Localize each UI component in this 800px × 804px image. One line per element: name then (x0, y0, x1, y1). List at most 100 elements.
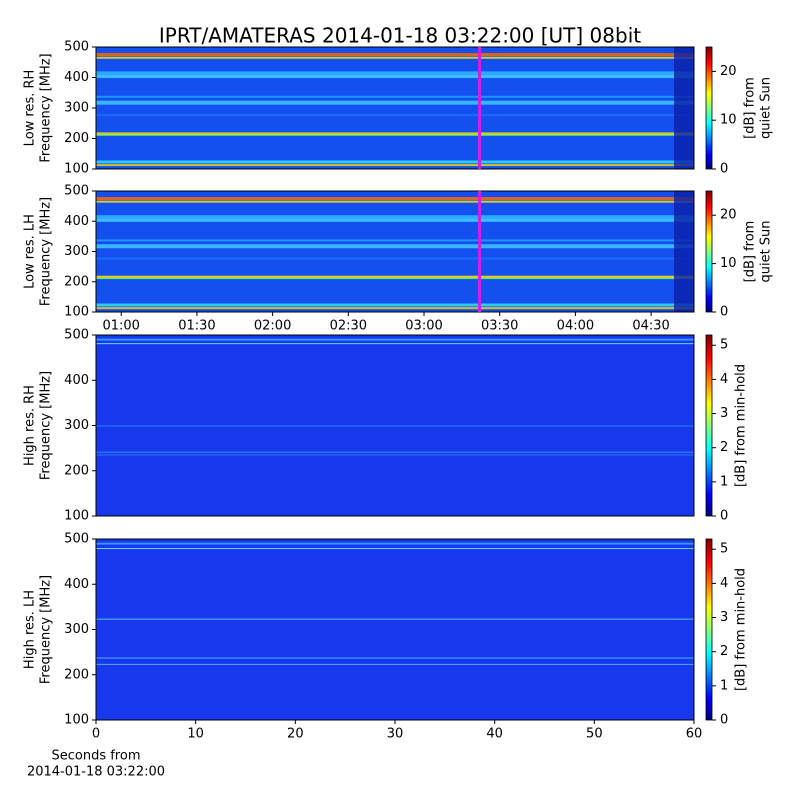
y-tick-label: 400 (64, 70, 89, 85)
colorbar (705, 46, 713, 170)
x-tick-label: 02:30 (330, 319, 367, 334)
y-axis-label: Frequency [MHz] (39, 575, 54, 684)
colorbar-tick-label: 0 (720, 305, 728, 320)
spectrogram-background (96, 539, 694, 720)
y-tick-label: 100 (64, 162, 89, 177)
y-tick-label: 400 (64, 577, 89, 592)
spectrogram-band (96, 218, 694, 222)
spectrogram-band (96, 542, 694, 545)
spectrogram-background (96, 47, 694, 169)
colorbar-tick-label: 0 (720, 509, 728, 524)
y-tick-label: 200 (64, 667, 89, 682)
x-tick-label: 04:00 (557, 319, 594, 334)
spectrogram-band (96, 134, 694, 136)
spectrogram-band (96, 275, 694, 279)
y-tick-label: 400 (64, 214, 89, 229)
y-axis-label: Low res. RH (23, 70, 38, 147)
spectrogram-band (96, 454, 694, 456)
x-tick-label: 03:30 (481, 319, 518, 334)
y-tick-label: 500 (64, 532, 89, 547)
colorbar (705, 334, 713, 517)
colorbar-tick-label: 10 (720, 256, 737, 271)
x-tick-label: 01:30 (178, 319, 215, 334)
y-tick-label: 200 (64, 131, 89, 146)
y-axis-label: High res. RH (23, 385, 38, 466)
colorbar-tick-label: 10 (720, 113, 737, 128)
spectrogram-band (96, 307, 694, 310)
y-tick-label: 200 (64, 274, 89, 289)
colorbar-label: [dB] from min-hold (734, 568, 749, 691)
spectrogram-band (96, 343, 694, 345)
y-axis-label: Frequency [MHz] (39, 197, 54, 306)
y-tick-label: 300 (64, 101, 89, 116)
colorbar-tick-label: 5 (720, 338, 728, 353)
spectrogram-band (96, 618, 694, 620)
colorbar (705, 190, 713, 313)
colorbar-tick-label: 4 (720, 576, 728, 591)
spectrogram-band (96, 164, 694, 167)
y-axis-label: Frequency [MHz] (39, 371, 54, 480)
spectrogram-band (96, 95, 694, 98)
colorbar-tick-label: 1 (720, 474, 728, 489)
x-tick-label: 20 (287, 727, 304, 742)
spectrogram-band (96, 53, 694, 57)
colorbar-label: [dB] from (743, 221, 758, 283)
spectrogram-background (96, 191, 694, 312)
colorbar-label: [dB] from (743, 77, 758, 139)
colorbar-tick-label: 5 (720, 542, 728, 557)
x-tick-label: 40 (486, 727, 503, 742)
figure-title: IPRT/AMATERAS 2014-01-18 03:22:00 [UT] 0… (159, 24, 641, 48)
x-tick-label: 10 (187, 727, 204, 742)
colorbar-tick-label: 0 (720, 162, 728, 177)
colorbar-tick-label: 2 (720, 440, 728, 455)
spectrogram-band (96, 278, 694, 280)
spectrogram-band (96, 75, 694, 79)
colorbar-label: quiet Sun (759, 77, 774, 139)
y-tick-label: 100 (64, 713, 89, 728)
spectrogram-edge (674, 47, 694, 169)
y-tick-label: 500 (64, 184, 89, 199)
y-axis-label: Frequency [MHz] (39, 53, 54, 162)
colorbar-tick-label: 0 (720, 713, 728, 728)
x-axis-label: Seconds from (51, 749, 140, 764)
y-axis-label: High res. LH (23, 590, 38, 669)
spectrogram-edge (674, 191, 694, 312)
colorbar-tick-label: 2 (720, 644, 728, 659)
y-tick-label: 400 (64, 373, 89, 388)
colorbar-tick-label: 1 (720, 678, 728, 693)
colorbar-label: quiet Sun (759, 220, 774, 282)
spectrogram-band (96, 239, 694, 242)
spectrogram-band (96, 663, 694, 665)
spectrogram-band (96, 303, 694, 307)
y-tick-label: 300 (64, 622, 89, 637)
spectrogram-band (96, 338, 694, 341)
spectrogram-band (96, 132, 694, 136)
colorbar-label: [dB] from min-hold (734, 364, 749, 487)
x-tick-label: 03:00 (405, 319, 442, 334)
spectrogram-band (96, 200, 694, 203)
x-axis-label: 2014-01-18 03:22:00 (27, 765, 165, 780)
spectrogram-band (96, 56, 694, 59)
colorbar-tick-label: 20 (720, 208, 737, 223)
spectrogram-band (96, 257, 694, 260)
colorbar (705, 538, 713, 721)
y-tick-label: 300 (64, 418, 89, 433)
spectrogram-band (96, 160, 694, 164)
y-tick-label: 500 (64, 328, 89, 343)
colorbar-tick-label: 3 (720, 406, 728, 421)
colorbar-tick-label: 3 (720, 610, 728, 625)
y-tick-label: 200 (64, 463, 89, 478)
x-tick-label: 02:00 (254, 319, 291, 334)
spectrogram-band (96, 244, 694, 249)
y-tick-label: 500 (64, 40, 89, 55)
x-tick-label: 50 (586, 727, 603, 742)
x-tick-label: 60 (686, 727, 703, 742)
y-axis-label: Low res. LH (23, 214, 38, 289)
spectrogram-band (96, 71, 694, 76)
colorbar-tick-label: 20 (720, 64, 737, 79)
y-tick-label: 300 (64, 244, 89, 259)
spectrogram-band (96, 197, 694, 201)
spectrogram-band (96, 100, 694, 105)
x-tick-label: 30 (387, 727, 404, 742)
